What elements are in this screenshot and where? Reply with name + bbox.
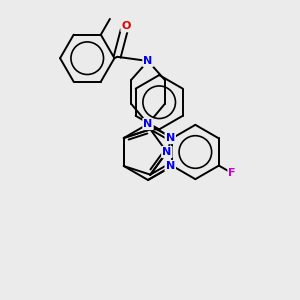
Text: N: N (143, 56, 153, 66)
Text: N: N (162, 147, 172, 157)
Text: F: F (229, 168, 236, 178)
Text: O: O (122, 21, 131, 31)
Text: N: N (143, 119, 153, 129)
Text: N: N (166, 133, 175, 143)
Text: N: N (166, 161, 175, 171)
